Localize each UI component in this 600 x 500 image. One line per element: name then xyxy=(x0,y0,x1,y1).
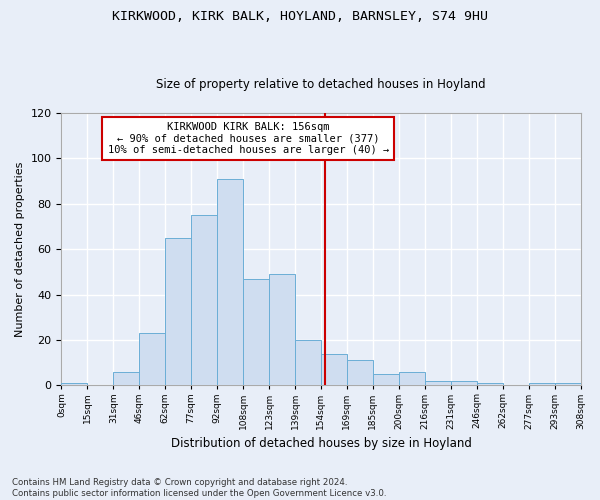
X-axis label: Distribution of detached houses by size in Hoyland: Distribution of detached houses by size … xyxy=(170,437,472,450)
Bar xyxy=(139,333,165,386)
Bar xyxy=(476,383,503,386)
Bar xyxy=(373,374,399,386)
Y-axis label: Number of detached properties: Number of detached properties xyxy=(15,162,25,337)
Bar xyxy=(165,238,191,386)
Bar xyxy=(554,383,581,386)
Bar xyxy=(243,278,269,386)
Bar xyxy=(191,215,217,386)
Bar xyxy=(113,372,139,386)
Bar xyxy=(269,274,295,386)
Bar xyxy=(399,372,425,386)
Bar xyxy=(347,360,373,386)
Bar xyxy=(321,354,347,386)
Bar xyxy=(529,383,554,386)
Text: KIRKWOOD, KIRK BALK, HOYLAND, BARNSLEY, S74 9HU: KIRKWOOD, KIRK BALK, HOYLAND, BARNSLEY, … xyxy=(112,10,488,23)
Bar xyxy=(425,381,451,386)
Bar xyxy=(295,340,321,386)
Text: Contains HM Land Registry data © Crown copyright and database right 2024.
Contai: Contains HM Land Registry data © Crown c… xyxy=(12,478,386,498)
Text: KIRKWOOD KIRK BALK: 156sqm
← 90% of detached houses are smaller (377)
10% of sem: KIRKWOOD KIRK BALK: 156sqm ← 90% of deta… xyxy=(107,122,389,156)
Bar xyxy=(217,179,243,386)
Bar xyxy=(451,381,476,386)
Title: Size of property relative to detached houses in Hoyland: Size of property relative to detached ho… xyxy=(156,78,486,91)
Bar xyxy=(61,383,88,386)
